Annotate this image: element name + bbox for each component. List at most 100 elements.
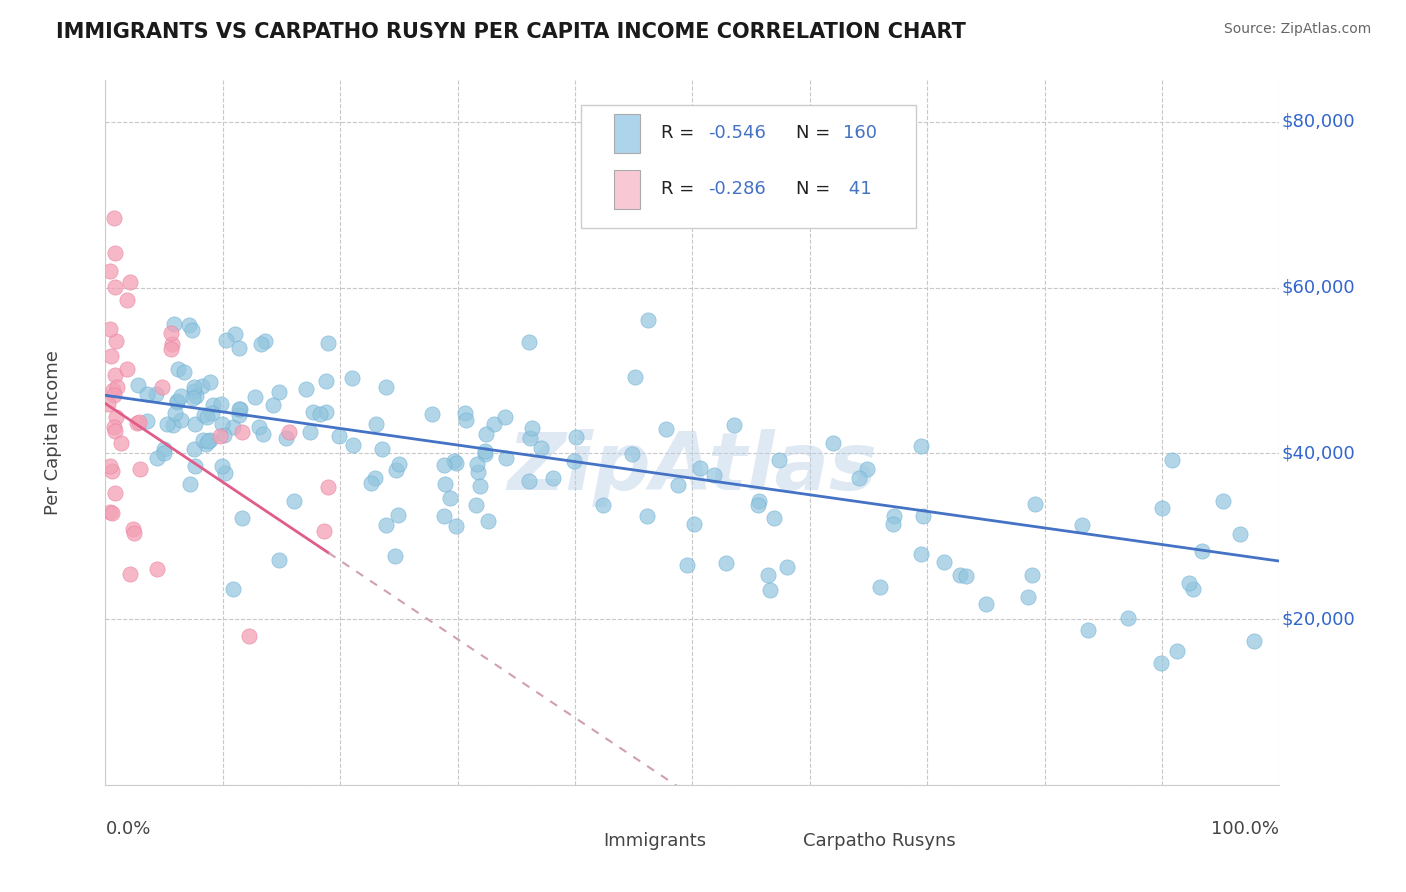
Point xyxy=(228,401,250,416)
Point xyxy=(675,558,697,572)
Point xyxy=(624,370,647,384)
Point xyxy=(183,380,205,394)
Text: R =: R = xyxy=(661,180,700,198)
Point xyxy=(160,343,183,357)
Point xyxy=(152,446,174,460)
FancyBboxPatch shape xyxy=(564,827,589,855)
Point xyxy=(314,524,336,538)
Point xyxy=(768,453,790,467)
FancyBboxPatch shape xyxy=(763,827,789,855)
Point xyxy=(181,391,204,405)
Point xyxy=(328,429,350,443)
Point xyxy=(122,522,145,536)
Point xyxy=(562,454,585,468)
Point xyxy=(433,458,456,472)
Point xyxy=(375,380,398,394)
Point xyxy=(202,398,225,412)
Point xyxy=(224,326,246,341)
Point xyxy=(195,410,218,425)
Point xyxy=(748,494,770,508)
Text: 41: 41 xyxy=(842,180,872,198)
Point xyxy=(162,417,184,432)
Point xyxy=(193,408,215,422)
Point xyxy=(758,582,780,597)
Point xyxy=(166,394,188,409)
Point xyxy=(934,556,956,570)
Point xyxy=(104,424,127,438)
Text: IMMIGRANTS VS CARPATHO RUSYN PER CAPITA INCOME CORRELATION CHART: IMMIGRANTS VS CARPATHO RUSYN PER CAPITA … xyxy=(56,22,966,42)
Point xyxy=(655,422,678,436)
Point xyxy=(184,417,207,431)
Point xyxy=(910,439,932,453)
Point xyxy=(683,516,706,531)
Point xyxy=(194,437,217,451)
Point xyxy=(152,442,174,456)
Point xyxy=(388,457,411,471)
Point xyxy=(443,454,465,468)
Point xyxy=(420,407,443,421)
Point xyxy=(856,461,879,475)
Point xyxy=(135,387,157,401)
Point xyxy=(1177,575,1199,590)
Text: $20,000: $20,000 xyxy=(1282,610,1355,628)
Point xyxy=(1150,656,1173,670)
Point xyxy=(163,317,186,331)
Point xyxy=(775,559,797,574)
Point xyxy=(173,365,195,379)
Point xyxy=(183,458,205,473)
Point xyxy=(170,389,193,403)
Point xyxy=(517,474,540,488)
Point xyxy=(166,395,188,409)
Point xyxy=(105,334,128,349)
Point xyxy=(617,181,640,195)
Text: $60,000: $60,000 xyxy=(1282,278,1355,296)
Point xyxy=(910,547,932,561)
Point xyxy=(198,375,221,389)
Point xyxy=(145,387,167,401)
FancyBboxPatch shape xyxy=(614,114,640,153)
Point xyxy=(104,410,127,425)
Point xyxy=(231,425,253,439)
Text: Per Capita Income: Per Capita Income xyxy=(44,351,62,515)
Point xyxy=(122,525,145,540)
Point xyxy=(375,518,398,533)
Point xyxy=(464,499,486,513)
Point xyxy=(444,456,467,470)
Point xyxy=(636,508,658,523)
Point xyxy=(1024,497,1046,511)
Point xyxy=(250,337,273,351)
Point xyxy=(384,463,406,477)
FancyBboxPatch shape xyxy=(581,105,915,228)
Point xyxy=(318,480,340,494)
Text: N =: N = xyxy=(796,180,835,198)
Point xyxy=(637,313,659,327)
Point xyxy=(714,556,737,570)
Point xyxy=(364,471,387,485)
Point xyxy=(209,397,232,411)
Text: 0.0%: 0.0% xyxy=(105,821,150,838)
Point xyxy=(315,375,337,389)
Point xyxy=(477,515,499,529)
Point xyxy=(522,420,544,434)
Point xyxy=(541,471,564,485)
Point xyxy=(747,498,769,512)
Point xyxy=(1021,568,1043,582)
Point xyxy=(211,417,233,431)
Point xyxy=(222,419,245,434)
Point xyxy=(104,245,127,260)
Point xyxy=(167,361,190,376)
Point xyxy=(262,398,284,412)
Point xyxy=(454,406,477,420)
Point xyxy=(191,378,214,392)
Point xyxy=(103,388,125,402)
Point xyxy=(183,442,205,456)
Point xyxy=(482,417,505,432)
Point xyxy=(222,582,245,597)
Point xyxy=(723,417,745,432)
Point xyxy=(882,517,904,532)
Point xyxy=(150,379,173,393)
Point xyxy=(160,337,183,351)
Point xyxy=(444,519,467,533)
Point xyxy=(530,441,553,455)
Point xyxy=(136,414,159,428)
